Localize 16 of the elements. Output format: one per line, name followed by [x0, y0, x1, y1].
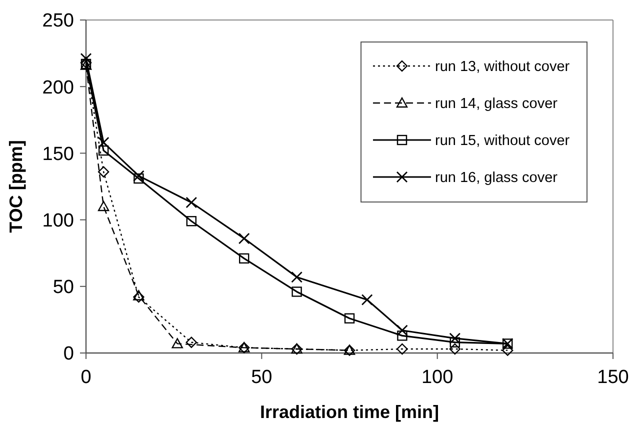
y-tick-label: 150	[42, 144, 74, 165]
y-axis-title: TOC [ppm]	[6, 140, 26, 233]
x-tick-label: 50	[251, 367, 272, 388]
legend-label: run 16, glass cover	[435, 170, 558, 186]
x-tick-label: 0	[80, 367, 92, 388]
y-tick-label: 0	[63, 344, 74, 365]
y-tick-label: 250	[42, 10, 74, 32]
y-tick-label: 50	[52, 277, 74, 298]
x-tick-label: 100	[421, 367, 454, 388]
legend-label: run 14, glass cover	[435, 96, 558, 112]
x-axis-title: Irradiation time [min]	[260, 402, 440, 422]
y-tick-label: 100	[42, 210, 74, 232]
x-tick-label: 150	[597, 367, 629, 388]
legend-label: run 15, without cover	[435, 133, 570, 150]
legend-label: run 13, without cover	[435, 59, 570, 76]
y-tick-label: 200	[42, 77, 74, 98]
